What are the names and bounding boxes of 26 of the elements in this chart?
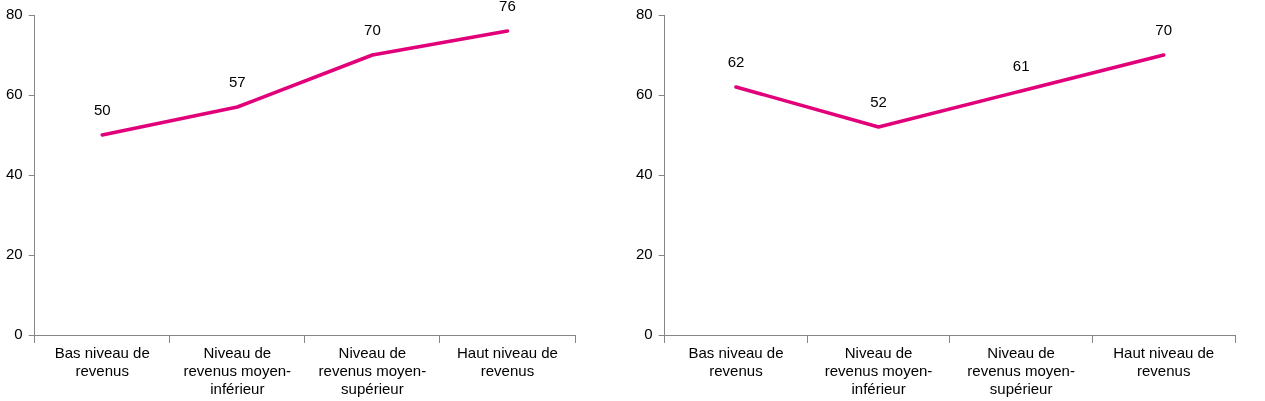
- x-tick-label: Bas niveau de revenus: [54, 344, 150, 380]
- data-label: 57: [228, 72, 246, 90]
- x-tick-label: Bas niveau de revenus: [688, 344, 784, 380]
- x-tick-label: Niveau de revenus moyen-inférieur: [183, 344, 292, 398]
- data-label: 70: [364, 20, 381, 38]
- data-label: 61: [1012, 56, 1030, 74]
- data-label: 52: [870, 92, 887, 110]
- x-tick-label: Niveau de revenus moyen-inférieur: [824, 344, 933, 398]
- y-tick-label: 40: [636, 165, 653, 183]
- y-tick-label: 20: [6, 245, 23, 263]
- data-label: 70: [1155, 20, 1173, 38]
- y-tick-label: 80: [636, 5, 653, 23]
- data-label: 62: [727, 52, 745, 70]
- x-tick-label: Haut niveau de revenus: [457, 344, 558, 380]
- y-tick-label: 0: [644, 325, 653, 343]
- data-label: 50: [93, 100, 111, 118]
- x-tick-label: Haut niveau de revenus: [1113, 344, 1215, 380]
- y-tick-label: 0: [14, 325, 23, 343]
- y-tick-label: 60: [6, 85, 23, 103]
- y-tick-label: 20: [636, 245, 653, 263]
- y-tick-label: 60: [636, 85, 653, 103]
- data-label: 76: [499, 0, 516, 14]
- y-tick-label: 80: [6, 5, 23, 23]
- x-tick-label: Niveau de revenus moyen-supérieur: [318, 344, 427, 398]
- x-tick-label: Niveau de revenus moyen-supérieur: [967, 344, 1075, 398]
- y-tick-label: 40: [6, 165, 23, 183]
